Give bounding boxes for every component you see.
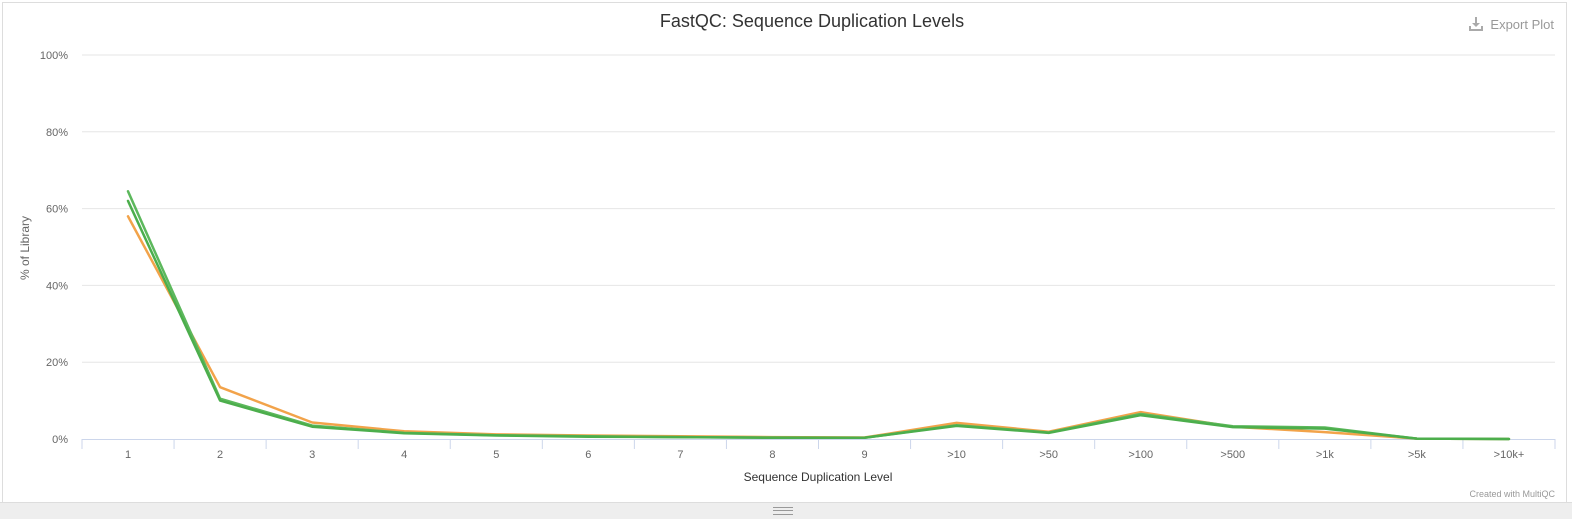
x-tick-label: >5k bbox=[1408, 449, 1427, 461]
y-tick-label: 20% bbox=[46, 357, 68, 369]
y-tick-label: 100% bbox=[40, 50, 68, 62]
download-icon bbox=[1469, 17, 1484, 31]
x-tick-label: 7 bbox=[677, 449, 683, 461]
x-axis-label: Sequence Duplication Level bbox=[744, 470, 893, 484]
y-axis-label: % of Library bbox=[18, 216, 32, 280]
x-tick-label: >100 bbox=[1128, 449, 1153, 461]
y-tick-label: 60% bbox=[46, 204, 68, 216]
x-tick-label: 5 bbox=[493, 449, 499, 461]
x-tick-label: 8 bbox=[769, 449, 775, 461]
x-tick-label: 2 bbox=[217, 449, 223, 461]
x-tick-label: >500 bbox=[1220, 449, 1245, 461]
x-tick-label: 9 bbox=[861, 449, 867, 461]
y-tick-label: 0% bbox=[52, 434, 68, 446]
x-tick-label: >10k+ bbox=[1494, 449, 1525, 461]
export-plot-button[interactable]: Export Plot bbox=[1468, 16, 1554, 32]
x-tick-label: 4 bbox=[401, 449, 407, 461]
export-plot-label: Export Plot bbox=[1490, 16, 1554, 32]
chart-title: FastQC: Sequence Duplication Levels bbox=[660, 11, 964, 31]
x-tick-label: 3 bbox=[309, 449, 315, 461]
series-line-sample_orange[interactable] bbox=[126, 215, 1511, 441]
plot-container bbox=[2, 2, 1567, 504]
series-group bbox=[126, 190, 1511, 441]
resize-handle[interactable] bbox=[0, 502, 1572, 519]
x-axis: 1 2 3 4 5 6 7 8 9 >10 >50 >100 >500 >1k >5k >10k+ bbox=[81, 439, 1556, 461]
grid-lines bbox=[82, 54, 1555, 363]
resize-grip-icon bbox=[773, 507, 793, 515]
series-line-sample_green_a[interactable] bbox=[126, 190, 1511, 441]
x-tick-label: >10 bbox=[947, 449, 966, 461]
series-line-sample_green_b[interactable] bbox=[126, 199, 1511, 441]
x-tick-label: >1k bbox=[1316, 449, 1335, 461]
x-tick-label: 1 bbox=[125, 449, 131, 461]
x-tick-label: 6 bbox=[585, 449, 591, 461]
y-axis: 0% 20% 40% 60% 80% 100% bbox=[40, 50, 68, 446]
x-tick-label: >50 bbox=[1039, 449, 1058, 461]
credit-text: Created with MultiQC bbox=[1469, 489, 1555, 499]
y-tick-label: 40% bbox=[46, 280, 68, 292]
y-tick-label: 80% bbox=[46, 127, 68, 139]
